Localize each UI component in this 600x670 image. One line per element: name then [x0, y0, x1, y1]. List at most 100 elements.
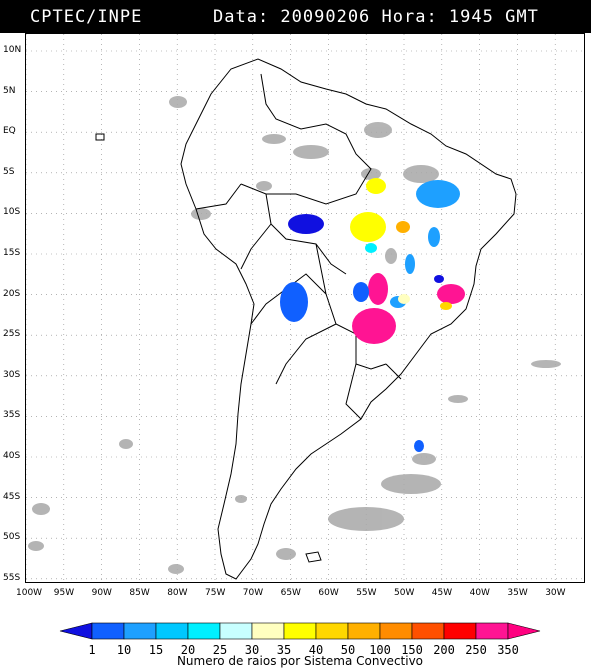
cloud-patch — [293, 145, 329, 159]
cloud-patch — [168, 564, 184, 574]
lat-label: 10N — [3, 45, 22, 55]
colorbar-swatch — [187, 622, 221, 640]
colorbar-swatch — [219, 622, 253, 640]
cloud-patch — [276, 548, 296, 560]
galapagos — [95, 133, 105, 141]
lat-label: 55S — [3, 572, 21, 583]
storm-cell — [434, 275, 444, 283]
colorbar-tick-label: 100 — [369, 643, 391, 657]
lat-label: 50S — [3, 532, 21, 543]
colorbar-swatch — [347, 622, 381, 640]
lat-label: 25S — [3, 329, 21, 340]
cloud-patch — [256, 181, 272, 191]
colorbar-swatch — [507, 622, 541, 640]
colorbar-swatch — [283, 622, 317, 640]
lon-label: 80W — [167, 588, 188, 598]
colorbar-tick-label: 50 — [340, 643, 356, 657]
colorbar-tick-label: 15 — [148, 643, 164, 657]
storm-cell — [396, 221, 410, 233]
cloud-patch — [531, 360, 561, 368]
map-canvas — [25, 34, 584, 582]
lon-label: 70W — [242, 588, 264, 598]
colorbar — [0, 620, 600, 670]
storm-cell — [405, 254, 415, 274]
south-america-coastline — [180, 58, 517, 580]
lon-label: 65W — [280, 588, 301, 598]
colorbar-tick-label: 150 — [401, 643, 423, 657]
lat-label: 20S — [3, 288, 21, 299]
colorbar-swatch — [123, 622, 157, 640]
source-label: CPTEC/INPE — [30, 7, 143, 27]
colorbar-swatch — [315, 622, 349, 640]
cloud-patch — [381, 474, 441, 494]
coastline — [95, 58, 517, 580]
storm-cell — [365, 243, 377, 253]
cloud-patch — [191, 208, 211, 220]
colorbar-bar — [59, 622, 541, 640]
colorbar-tick-label: 10 — [116, 643, 132, 657]
lon-label: 40W — [469, 588, 490, 598]
lon-label: 55W — [356, 588, 377, 598]
cloud-patch — [328, 507, 404, 531]
cloud-patch — [28, 541, 44, 551]
storm-cell — [414, 440, 424, 452]
lon-label: 90W — [91, 588, 112, 598]
lon-label: 35W — [507, 588, 528, 598]
colorbar-tick-label: 35 — [276, 643, 292, 657]
cloud-patch — [119, 439, 133, 449]
cloud-patch — [364, 122, 392, 138]
storm-cell — [416, 180, 460, 208]
colorbar-tick-label: 40 — [308, 643, 324, 657]
colorbar-tick-label: 200 — [433, 643, 455, 657]
lat-label: 35S — [3, 410, 21, 421]
colorbar-swatch — [443, 622, 477, 640]
cloud-patch — [403, 165, 439, 183]
lon-label: 45W — [431, 588, 453, 598]
lon-label: 50W — [394, 588, 415, 598]
falklands — [305, 551, 322, 563]
storm-cell — [398, 294, 410, 304]
lat-label: 15S — [3, 248, 21, 258]
lat-label: 30S — [3, 369, 21, 380]
cloud-patch — [412, 453, 436, 465]
lat-label: 5S — [3, 166, 15, 177]
grid-lines — [25, 34, 584, 582]
lat-label: 10S — [3, 207, 21, 218]
lon-label: 75W — [205, 588, 226, 598]
colorbar-caption: Numero de raios por Sistema Convectivo — [176, 654, 424, 668]
colorbar-swatch — [475, 622, 509, 640]
lat-label: EQ — [3, 126, 16, 137]
colorbar-tick-label: 1 — [88, 643, 96, 657]
lat-label: 40S — [3, 451, 21, 461]
lon-label: 85W — [129, 588, 150, 598]
cloud-patch — [32, 503, 50, 515]
storm-cell — [352, 308, 396, 344]
colorbar-swatch — [91, 622, 125, 640]
storm-cell — [350, 212, 386, 242]
lon-label: 60W — [318, 588, 339, 598]
convective-systems — [280, 178, 465, 452]
storm-cell — [440, 302, 452, 310]
colorbar-tick-label: 25 — [212, 643, 228, 657]
colorbar-swatch — [411, 622, 445, 640]
cloud-patch — [235, 495, 247, 503]
cloud-patch — [385, 248, 397, 264]
storm-cell — [280, 282, 308, 322]
colorbar-swatch — [59, 622, 93, 640]
colorbar-tick-label: 350 — [497, 643, 519, 657]
lat-label: 45S — [3, 491, 21, 502]
cloud-patch — [169, 96, 187, 108]
lat-label: 5N — [3, 85, 16, 96]
storm-cell — [437, 284, 465, 304]
colorbar-swatch — [155, 622, 189, 640]
storm-cell — [368, 273, 388, 305]
map-header: CPTEC/INPE Data: 20090206 Hora: 1945 GMT — [0, 0, 591, 33]
lon-label: 100W — [16, 588, 43, 598]
cloud-patch — [262, 134, 286, 144]
cloud-patch — [448, 395, 468, 403]
storm-cell — [353, 282, 369, 302]
storm-cell — [366, 178, 386, 194]
colorbar-tick-label: 30 — [244, 643, 260, 657]
lon-label: 30W — [545, 588, 566, 598]
colorbar-tick-label: 20 — [180, 643, 196, 657]
